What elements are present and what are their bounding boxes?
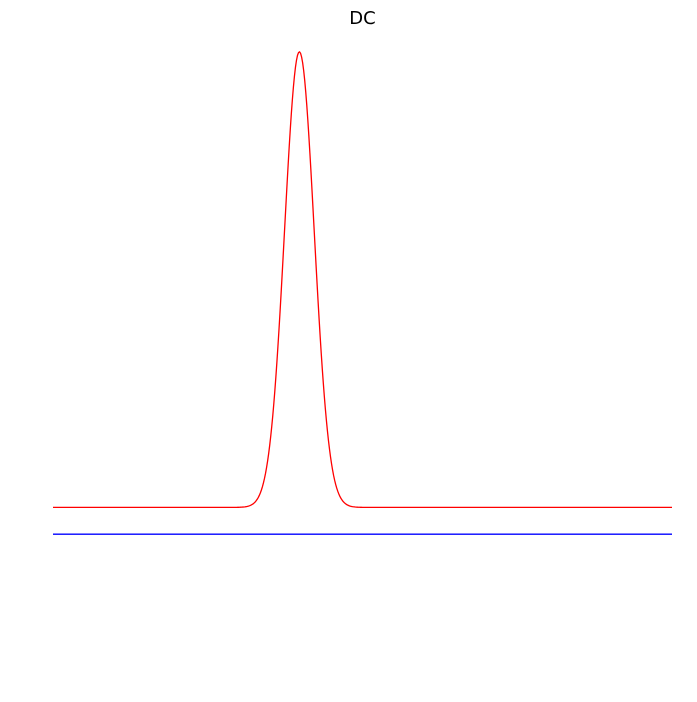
chart-title: DC (349, 8, 376, 29)
series-line-red (53, 50, 672, 509)
plot-area (53, 50, 672, 535)
